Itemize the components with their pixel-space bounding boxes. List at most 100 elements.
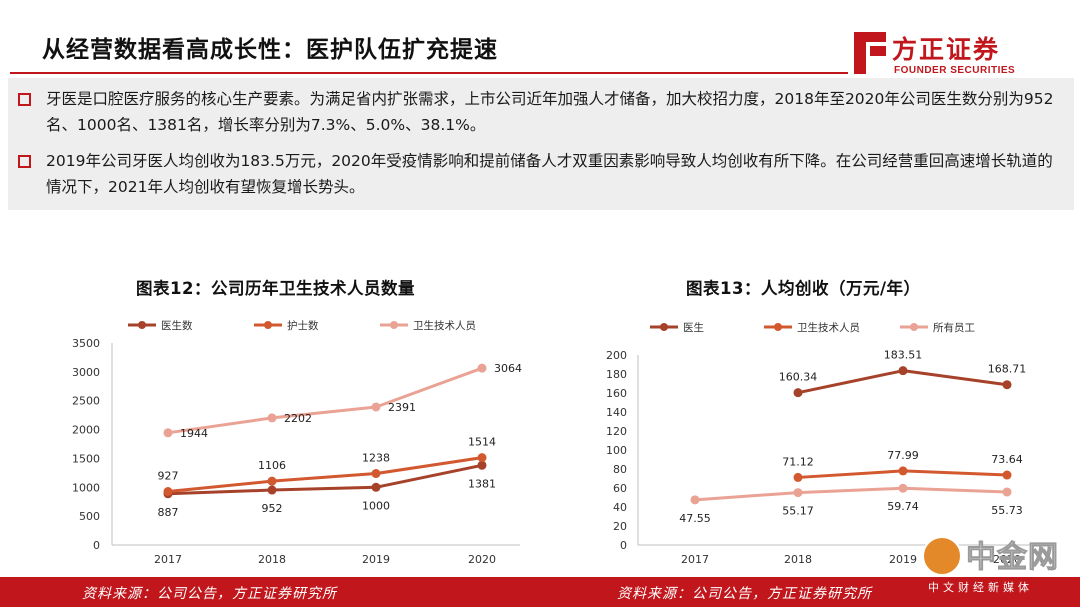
y-tick-label: 200	[606, 349, 627, 362]
data-label: 3064	[494, 362, 522, 375]
legend-label: 所有员工	[933, 321, 975, 334]
legend-marker	[138, 321, 146, 329]
legend-marker	[910, 323, 918, 331]
bullet-square-icon	[18, 93, 31, 106]
x-tick-label: 2019	[362, 553, 390, 566]
x-tick-label: 2017	[154, 553, 182, 566]
y-tick-label: 3500	[72, 337, 100, 350]
intro-bullet-text: 牙医是口腔医疗服务的核心生产要素。为满足省内扩张需求，上市公司近年加强人才储备，…	[46, 90, 1054, 134]
y-tick-label: 3000	[72, 366, 100, 379]
y-tick-label: 0	[93, 539, 100, 552]
legend-marker	[264, 321, 272, 329]
data-point	[793, 472, 803, 482]
data-label: 71.12	[782, 455, 814, 468]
data-label: 952	[262, 502, 283, 515]
series-line	[167, 366, 483, 435]
data-label: 160.34	[779, 371, 818, 384]
intro-bullet-text: 2019年公司牙医人均创收为183.5万元，2020年受疫情影响和提前储备人才双…	[46, 152, 1053, 196]
intro-bullet: 2019年公司牙医人均创收为183.5万元，2020年受疫情影响和提前储备人才双…	[18, 148, 1063, 200]
x-tick-label: 2017	[681, 553, 709, 566]
x-tick-label: 2019	[889, 553, 917, 566]
data-label: 927	[158, 469, 179, 482]
logo-subtitle: FOUNDER SECURITIES	[894, 65, 1016, 76]
y-tick-label: 80	[613, 463, 627, 476]
data-label: 2391	[388, 401, 416, 414]
legend-label: 护士数	[287, 319, 319, 332]
x-tick-label: 2018	[258, 553, 286, 566]
x-tick-label: 2020	[468, 553, 496, 566]
data-label: 73.64	[991, 453, 1023, 466]
chart-title: 图表13：人均创收（万元/年）	[686, 279, 921, 298]
data-point	[267, 485, 277, 495]
data-point	[1002, 380, 1012, 390]
series-line	[167, 456, 483, 493]
data-label: 55.17	[782, 505, 814, 518]
company-logo: 方正证券 FOUNDER SECURITIES	[850, 30, 1070, 78]
bullet-square-icon	[18, 155, 31, 168]
data-point	[477, 453, 487, 463]
data-label: 55.73	[991, 504, 1023, 517]
watermark-name: 中金网	[966, 540, 1059, 576]
y-tick-label: 40	[613, 501, 627, 514]
data-point	[371, 482, 381, 492]
watermark-logo-icon	[922, 536, 962, 576]
data-label: 1106	[258, 459, 286, 472]
y-tick-label: 100	[606, 444, 627, 457]
data-label: 59.74	[887, 500, 919, 513]
legend-label: 医生	[683, 321, 704, 334]
legend-label: 医生数	[161, 319, 193, 332]
y-tick-label: 160	[606, 387, 627, 400]
watermark-url: CNGOLD.COM.CN	[1000, 569, 1069, 578]
y-tick-label: 2000	[72, 424, 100, 437]
data-label: 1000	[362, 499, 390, 512]
data-point	[1002, 470, 1012, 480]
title-divider	[10, 72, 848, 74]
data-point	[477, 460, 487, 470]
legend-marker	[660, 323, 668, 331]
y-tick-label: 60	[613, 482, 627, 495]
data-point	[898, 366, 908, 376]
data-point	[477, 363, 487, 373]
watermark-tagline: 中文财经新媒体	[928, 581, 1033, 594]
data-label: 1514	[468, 436, 496, 449]
legend-label: 卫生技术人员	[797, 321, 860, 334]
data-point	[371, 402, 381, 412]
data-point	[371, 469, 381, 479]
data-point	[163, 428, 173, 438]
data-label: 1944	[180, 427, 208, 440]
data-point	[267, 413, 277, 423]
y-tick-label: 20	[613, 520, 627, 533]
y-tick-label: 500	[79, 510, 100, 523]
source-note: 资料来源：公司公告，方正证券研究所	[82, 586, 337, 602]
legend-marker	[774, 323, 782, 331]
series-line	[694, 486, 1008, 502]
data-point	[793, 388, 803, 398]
data-label: 183.51	[884, 349, 923, 362]
data-point	[267, 476, 277, 486]
logo-mark-icon	[854, 32, 886, 74]
intro-panel	[8, 78, 1074, 210]
data-point	[163, 486, 173, 496]
y-tick-label: 0	[620, 539, 627, 552]
legend-marker	[390, 321, 398, 329]
data-label: 47.55	[679, 512, 711, 525]
x-tick-label: 2018	[784, 553, 812, 566]
intro-bullet: 牙医是口腔医疗服务的核心生产要素。为满足省内扩张需求，上市公司近年加强人才储备，…	[18, 86, 1063, 138]
data-point	[1002, 487, 1012, 497]
y-tick-label: 120	[606, 425, 627, 438]
data-label: 77.99	[887, 449, 919, 462]
source-note: 资料来源：公司公告，方正证券研究所	[617, 586, 872, 602]
data-point	[793, 488, 803, 498]
page-title: 从经营数据看高成长性：医护队伍扩充提速	[42, 37, 498, 63]
y-tick-label: 2500	[72, 395, 100, 408]
data-label: 168.71	[988, 363, 1027, 376]
x-tick-label: 2020	[993, 553, 1021, 566]
logo-name: 方正证券	[892, 35, 1001, 64]
data-label: 887	[158, 506, 179, 519]
footer-bar	[0, 577, 1080, 607]
y-tick-label: 1500	[72, 452, 100, 465]
data-label: 1238	[362, 452, 390, 465]
y-tick-label: 1000	[72, 481, 100, 494]
